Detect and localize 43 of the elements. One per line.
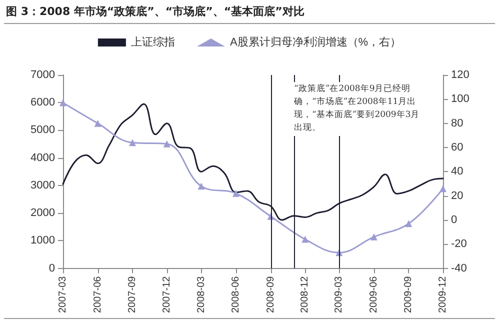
point: [129, 139, 136, 146]
y2-tick-label: -20: [451, 238, 467, 250]
x-tick-label: 2008-09: [265, 276, 276, 314]
point: [94, 120, 102, 127]
x-tick-label: 2007-03: [58, 276, 68, 314]
point: [405, 220, 412, 228]
x-tick-label: 2009-12: [438, 276, 448, 314]
point: [60, 99, 66, 106]
y2-tick-label: 40: [451, 166, 464, 178]
x-tick-label: 2008-06: [230, 276, 242, 314]
x-tick-label: 2009-09: [403, 276, 414, 314]
x-tick-label: 2007-06: [92, 276, 104, 314]
point: [198, 182, 205, 190]
x-tick-label: 2007-12: [161, 276, 172, 314]
chart-title: 图 3：2008 年市场“政策底”、“市场底”、“基本面底”对比: [6, 4, 304, 19]
x-tick-label: 2007-09: [127, 276, 138, 314]
point: [440, 185, 446, 192]
point: [232, 190, 240, 197]
point: [163, 140, 170, 148]
y-tick-label: 0: [48, 262, 55, 274]
y-tick-label: 2000: [30, 207, 55, 220]
y-tick-label: 7000: [30, 69, 55, 81]
y2-tick-label: 80: [451, 117, 464, 130]
legend-label: 上证综指: [130, 36, 175, 48]
y-tick-label: 6000: [30, 96, 55, 109]
point: [302, 236, 309, 243]
y2-tick-label: 60: [451, 141, 464, 154]
y-tick-label: 4000: [30, 152, 55, 164]
y-tick-label: 5000: [30, 124, 55, 136]
y2-tick-label: 100: [451, 93, 470, 106]
y2-tick-label: 0: [451, 214, 458, 226]
point: [370, 233, 378, 240]
y-tick-label: 3000: [30, 179, 55, 192]
y2-tick-label: -40: [451, 262, 467, 274]
annotation: “政策底”在2008年9月已经明确，“市场底”在2008年11月出现，“基本面底”要到2009年3月出现。: [292, 82, 422, 136]
x-tick-label: 2008-12: [300, 276, 311, 314]
x-tick-label: 2009-03: [334, 276, 345, 314]
legend-label: A股累计归母净利润增速（%，右）: [230, 36, 402, 48]
y2-tick-label: 120: [451, 69, 470, 81]
y2-tick-label: 20: [451, 190, 464, 202]
x-tick-label: 2008-03: [196, 276, 207, 314]
y-tick-label: 1000: [30, 234, 55, 247]
x-tick-label: 2009-06: [368, 276, 380, 314]
